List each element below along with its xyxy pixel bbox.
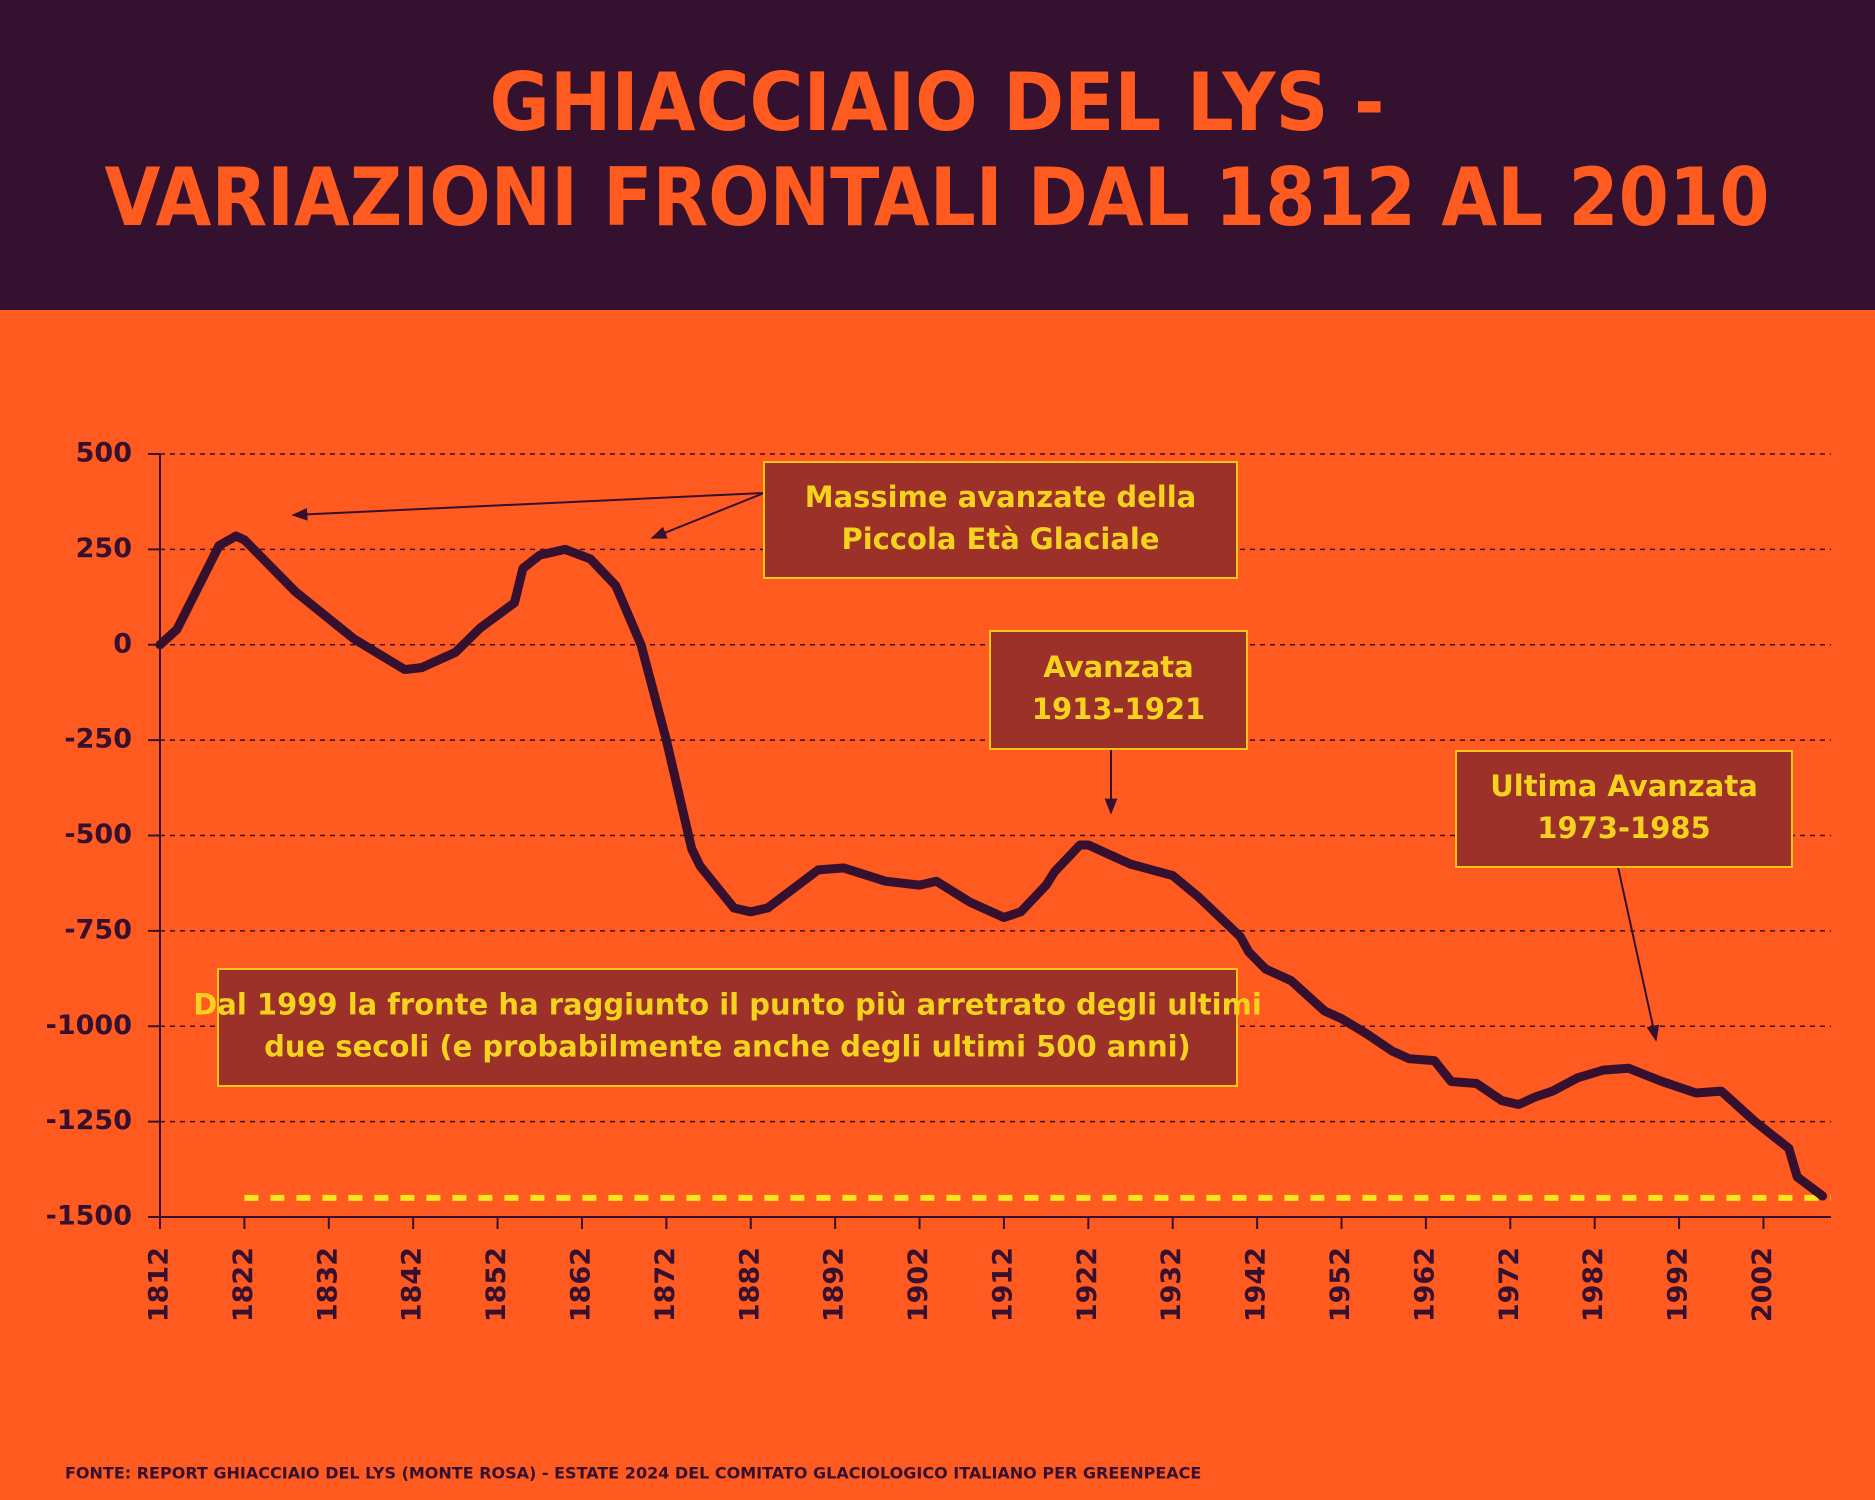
x-tick-label: 1922	[1072, 1247, 1103, 1322]
x-tick-label: 1882	[734, 1247, 765, 1322]
annotation-box	[1455, 750, 1793, 868]
x-tick-label: 1992	[1663, 1247, 1694, 1322]
y-tick-label: 250	[76, 533, 132, 564]
x-tick-label: 2002	[1747, 1247, 1778, 1322]
x-tick-label: 1872	[650, 1247, 681, 1322]
x-tick-label: 1822	[228, 1247, 259, 1322]
annotation-text: Dal 1999 la fronte ha raggiunto il punto…	[193, 988, 1262, 1022]
header	[0, 0, 1875, 310]
y-tick-label: -1000	[46, 1010, 132, 1041]
source: FONTE: REPORT GHIACCIAIO DEL LYS (MONTE …	[65, 1464, 1201, 1483]
y-tick-label: 0	[113, 628, 132, 659]
chart-title: GHIACCIAIO DEL LYS -	[490, 56, 1385, 149]
x-tick-label: 1832	[312, 1247, 343, 1322]
annotation-box	[763, 461, 1238, 579]
x-tick-label: 1892	[819, 1247, 850, 1322]
x-tick-label: 1912	[987, 1247, 1018, 1322]
y-tick-label: -1250	[46, 1105, 132, 1136]
annotation-text: 1973-1985	[1537, 811, 1710, 845]
annotation-text: due secoli (e probabilmente anche degli …	[264, 1030, 1191, 1064]
annotation-box	[989, 630, 1248, 750]
annotation-text: Massime avanzate della	[805, 480, 1197, 514]
annotation-text: Avanzata	[1043, 650, 1193, 684]
annotation-box	[217, 968, 1238, 1087]
y-tick-label: -1500	[46, 1201, 132, 1232]
x-tick-label: 1952	[1325, 1247, 1356, 1322]
x-tick-label: 1842	[397, 1247, 428, 1322]
y-tick-label: 500	[76, 438, 132, 469]
x-tick-label: 1902	[903, 1247, 934, 1322]
annotation-text: 1913-1921	[1032, 692, 1205, 726]
arrow	[650, 492, 765, 539]
x-tick-label: 1812	[144, 1247, 175, 1322]
annotation-text: Piccola Età Glaciale	[841, 522, 1159, 556]
x-tick-label: 1932	[1156, 1247, 1187, 1322]
chart-title: VARIAZIONI FRONTALI DAL 1812 AL 2010	[105, 151, 1770, 244]
x-tick-label: 1852	[481, 1247, 512, 1322]
data-line	[155, 531, 1828, 1201]
x-tick-label: 1962	[1409, 1247, 1440, 1322]
x-tick-label: 1972	[1494, 1247, 1525, 1322]
x-tick-label: 1862	[565, 1247, 596, 1322]
x-tick-label: 1982	[1578, 1247, 1609, 1322]
arrow	[291, 492, 765, 521]
y-tick-label: -250	[64, 724, 132, 755]
y-tick-label: -500	[64, 819, 132, 850]
x-tick-label: 1942	[1241, 1247, 1272, 1322]
y-tick-label: -750	[64, 914, 132, 945]
arrow	[1617, 866, 1660, 1042]
annotation-text: Ultima Avanzata	[1490, 769, 1758, 803]
